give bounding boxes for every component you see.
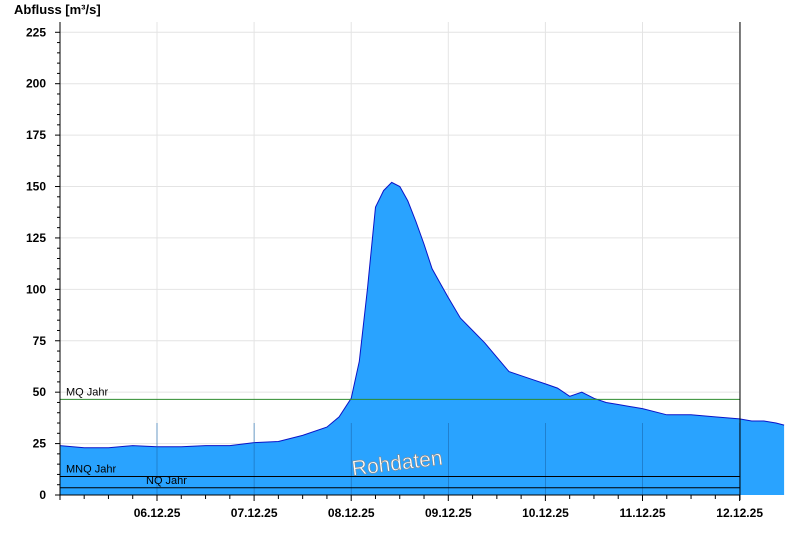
- y-axis-label: Abfluss [m³/s]: [14, 2, 101, 17]
- y-tick-label: 200: [26, 77, 46, 91]
- y-tick-label: 100: [26, 282, 46, 296]
- y-tick-label: 25: [33, 437, 47, 451]
- y-axis-ticks: 0 25 50 75 100 125 150 175 200 225: [26, 25, 60, 502]
- x-tick-label: 06.12.25: [134, 506, 181, 520]
- y-tick-label: 0: [39, 488, 46, 502]
- x-tick-label: 09.12.25: [425, 506, 472, 520]
- x-tick-label: 11.12.25: [620, 506, 666, 520]
- x-axis-ticks: 06.12.25 07.12.25 08.12.25 09.12.25 10.12.25…: [83, 495, 763, 520]
- discharge-area: [59, 182, 785, 495]
- y-tick-label: 225: [26, 25, 46, 39]
- y-tick-label: 125: [26, 231, 46, 245]
- x-tick-label: 07.12.25: [231, 506, 278, 520]
- x-tick-label: 10.12.25: [522, 506, 569, 520]
- y-tick-label: 150: [26, 180, 46, 194]
- reference-label: NQ Jahr: [146, 475, 187, 487]
- y-tick-label: 75: [33, 334, 47, 348]
- discharge-line: [59, 181, 785, 449]
- x-tick-label: 08.12.25: [328, 506, 375, 520]
- y-tick-label: 175: [26, 128, 46, 142]
- reference-label: MQ Jahr: [66, 386, 109, 398]
- y-tick-label: 50: [33, 385, 47, 399]
- x-tick-label: 12.12.25: [716, 506, 763, 520]
- reference-lines: MQ Jahr MNQ Jahr NQ Jahr: [60, 386, 740, 489]
- reference-label: MNQ Jahr: [66, 463, 116, 475]
